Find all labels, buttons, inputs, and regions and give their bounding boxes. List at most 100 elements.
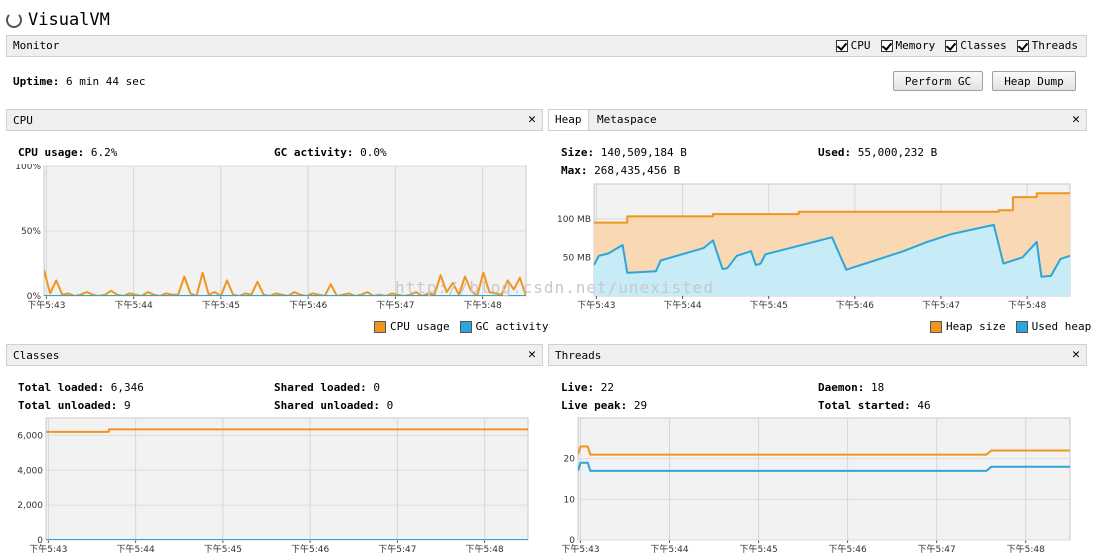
legend-cpu-label: CPU usage — [390, 320, 450, 333]
total-started-stat: Total started: 46 — [818, 399, 931, 412]
y-tick-label: 0 — [37, 536, 43, 546]
gc-activity-label: GC activity: — [274, 146, 354, 159]
series-line-live-peak — [578, 445, 1070, 456]
checkbox-icon[interactable] — [1016, 39, 1029, 52]
x-tick-label: 下午5:46 — [829, 543, 867, 554]
y-tick-label: 50% — [21, 227, 41, 237]
close-icon[interactable]: ✕ — [1072, 112, 1080, 127]
heap-legend: Heap size Used heap — [930, 320, 1091, 333]
heap-used-stat: Used: 55,000,232 B — [818, 146, 937, 159]
x-tick-label: 下午5:48 — [1008, 299, 1046, 311]
series-group — [594, 192, 1070, 296]
total-started-label: Total started: — [818, 399, 911, 412]
live-label: Live: — [561, 381, 595, 394]
shared-unloaded-label: Shared unloaded: — [274, 399, 380, 412]
heap-size-stat: Size: 140,509,184 B — [561, 146, 687, 159]
y-tick-label: 100 MB — [557, 215, 591, 225]
shared-loaded-label: Shared loaded: — [274, 381, 367, 394]
live-peak-label: Live peak: — [561, 399, 628, 412]
close-icon[interactable]: ✕ — [528, 347, 536, 362]
x-tick-label: 下午5:44 — [663, 299, 701, 311]
y-tick-label: 4,000 — [17, 466, 43, 476]
total-started-value: 46 — [917, 399, 931, 412]
check-classes[interactable]: Classes — [945, 39, 1007, 52]
shared-loaded-value: 0 — [373, 381, 380, 394]
series-group — [46, 428, 528, 540]
daemon-label: Daemon: — [818, 381, 865, 394]
series-group — [578, 445, 1070, 472]
total-loaded-value: 6,346 — [110, 381, 144, 394]
legend-swatch-gc — [459, 320, 472, 333]
y-tick-label: 20 — [564, 455, 576, 465]
heap-max-stat: Max: 268,435,456 B — [561, 164, 680, 177]
x-tick-label: 下午5:46 — [836, 299, 874, 311]
heap-max-label: Max: — [561, 164, 588, 177]
legend-swatch-cpu — [374, 320, 386, 333]
monitor-checks: CPU Memory Classes Threads — [835, 39, 1078, 52]
classes-chart: 下午5:43 下午5:44 下午5:45 下午5:46 下午5:47 下午5:48 0 2,0… — [17, 417, 529, 554]
shared-loaded-stat: Shared loaded: 0 — [274, 381, 380, 394]
cpu-legend: CPU usage GC activity — [374, 320, 548, 333]
x-tick-label: 下午5:43 — [29, 543, 67, 554]
series-group — [44, 269, 526, 296]
heap-size-value: 140,509,184 B — [600, 146, 687, 159]
x-tick-label: 下午5:48 — [466, 543, 504, 554]
y-tick-label: 0% — [27, 292, 42, 302]
perform-gc-button[interactable]: Perform GC — [893, 71, 983, 91]
y-tick-label: 50 MB — [563, 253, 591, 263]
cpu-panel-title: CPU — [13, 114, 33, 127]
x-tick-label: 下午5:43 — [577, 299, 615, 311]
daemon-value: 18 — [870, 381, 885, 394]
y-tick-label: 2,000 — [17, 501, 43, 511]
threads-chart: 下午5:43 下午5:44 下午5:45 下午5:46 下午5:47 下午5:48 0 10 2… — [561, 417, 1071, 554]
heap-chart: 下午5:43 下午5:44 下午5:45 下午5:46 下午5:47 下午5:48 50 M… — [557, 183, 1071, 311]
checkbox-icon[interactable] — [945, 39, 958, 52]
tab-metaspace[interactable]: Metaspace — [597, 113, 657, 126]
check-cpu[interactable]: CPU — [835, 39, 871, 52]
live-peak-value: 29 — [633, 399, 648, 412]
x-tick-label: 下午5:44 — [650, 543, 688, 554]
check-classes-label: Classes — [960, 39, 1007, 52]
legend-swatch-used-heap — [1015, 320, 1028, 333]
x-tick-label: 下午5:48 — [1007, 543, 1045, 554]
total-loaded-stat: Total loaded: 6,346 — [18, 381, 144, 394]
check-threads-label: Threads — [1031, 39, 1078, 52]
shared-unloaded-value: 0 — [386, 399, 394, 412]
plot-area — [577, 417, 1071, 541]
series-line-heap-size — [594, 192, 1070, 224]
tab-heap[interactable]: Heap — [549, 110, 589, 130]
heap-panel-header: Heap Metaspace ✕ — [548, 109, 1087, 131]
heap-used-label: Used: — [818, 146, 852, 159]
legend-heap-size-label: Heap size — [946, 320, 1006, 333]
x-tick-label: 下午5:45 — [739, 543, 777, 554]
x-tick-label: 下午5:47 — [922, 299, 960, 311]
series-line-live — [578, 461, 1070, 472]
heap-size-label: Size: — [561, 146, 595, 159]
x-tick-label: 下午5:45 — [202, 299, 240, 311]
heap-used-value: 55,000,232 B — [857, 146, 938, 159]
cpu-panel-header: CPU ✕ — [6, 109, 543, 131]
cpu-usage-stat: CPU usage: 6.2% — [18, 146, 117, 159]
checkbox-icon[interactable] — [835, 39, 848, 52]
checkbox-icon[interactable] — [880, 39, 893, 52]
uptime: Uptime: 6 min 44 sec — [13, 75, 145, 88]
check-memory[interactable]: Memory — [880, 39, 935, 52]
x-tick-label: 下午5:48 — [464, 299, 502, 311]
x-tick-label: 下午5:44 — [115, 299, 153, 311]
daemon-stat: Daemon: 18 — [818, 381, 884, 394]
app-title: VisualVM — [6, 10, 110, 30]
x-tick-label: 下午5:47 — [918, 543, 956, 554]
heap-max-value: 268,435,456 B — [594, 164, 681, 177]
x-tick-label: 下午5:43 — [561, 543, 599, 554]
close-icon[interactable]: ✕ — [528, 112, 536, 127]
shared-unloaded-stat: Shared unloaded: 0 — [274, 399, 393, 412]
check-threads[interactable]: Threads — [1016, 39, 1078, 52]
total-loaded-label: Total loaded: — [18, 381, 105, 394]
close-icon[interactable]: ✕ — [1072, 347, 1080, 362]
check-cpu-label: CPU — [850, 39, 871, 52]
heap-dump-button[interactable]: Heap Dump — [992, 71, 1076, 91]
y-tick-label: 0 — [569, 536, 575, 546]
x-tick-label: 下午5:47 — [376, 299, 414, 311]
app-title-text: VisualVM — [28, 10, 110, 30]
live-value: 22 — [600, 381, 614, 394]
